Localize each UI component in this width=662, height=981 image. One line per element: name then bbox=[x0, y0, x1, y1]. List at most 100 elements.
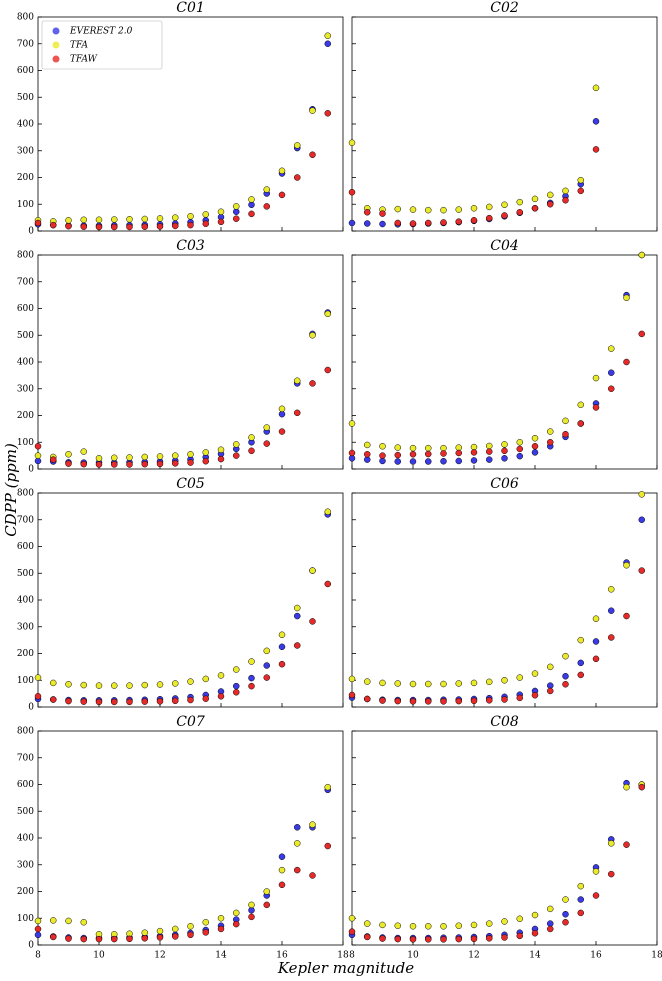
binned-point bbox=[547, 191, 554, 199]
binned-point bbox=[172, 214, 179, 221]
binned-point bbox=[547, 663, 554, 671]
y-tick-label: 100 bbox=[17, 676, 34, 686]
binned-point bbox=[34, 219, 42, 227]
binned-point bbox=[501, 447, 508, 455]
y-tick-label: 800 bbox=[17, 13, 34, 23]
binned-point bbox=[141, 935, 148, 942]
binned-point bbox=[278, 405, 286, 413]
legend-box bbox=[41, 20, 163, 70]
y-tick-label: 200 bbox=[17, 887, 34, 897]
binned-point bbox=[34, 931, 42, 939]
binned-point bbox=[141, 223, 148, 230]
binned-point bbox=[486, 214, 493, 222]
binned-point bbox=[425, 219, 432, 227]
binned-point bbox=[111, 461, 118, 468]
binned-point bbox=[172, 933, 179, 940]
binned-point bbox=[608, 840, 615, 847]
binned-point bbox=[156, 934, 164, 941]
binned-point bbox=[294, 377, 301, 384]
binned-point bbox=[156, 453, 164, 460]
binned-point bbox=[409, 451, 417, 458]
binned-point bbox=[65, 917, 72, 925]
binned-point bbox=[202, 449, 209, 456]
binned-point bbox=[638, 251, 645, 259]
binned-point bbox=[65, 460, 72, 467]
y-tick-label: 500 bbox=[17, 807, 34, 817]
binned-point bbox=[608, 345, 615, 352]
binned-point bbox=[217, 208, 225, 215]
binned-point bbox=[379, 679, 386, 687]
y-tick-label: 600 bbox=[17, 542, 34, 552]
binned-point bbox=[455, 922, 462, 929]
binned-point bbox=[364, 209, 371, 216]
binned-point bbox=[547, 428, 554, 435]
binned-point bbox=[202, 695, 209, 702]
binned-point bbox=[608, 369, 615, 376]
binned-point bbox=[379, 210, 386, 217]
binned-point bbox=[80, 681, 87, 689]
binned-point bbox=[111, 454, 118, 462]
binned-point bbox=[516, 452, 523, 460]
binned-point bbox=[470, 449, 478, 456]
binned-point bbox=[455, 457, 462, 465]
binned-point bbox=[187, 221, 194, 229]
binned-point bbox=[187, 931, 194, 939]
binned-point bbox=[455, 218, 462, 225]
y-tick-label: 800 bbox=[17, 727, 34, 737]
binned-point bbox=[638, 567, 645, 574]
binned-point bbox=[608, 385, 615, 392]
binned-point bbox=[364, 933, 371, 941]
binned-point bbox=[141, 929, 148, 936]
binned-point bbox=[278, 853, 286, 860]
binned-point bbox=[486, 678, 493, 686]
binned-point bbox=[141, 453, 148, 461]
x-tick-label: 10 bbox=[407, 951, 419, 961]
binned-point bbox=[470, 205, 478, 212]
binned-point bbox=[470, 935, 478, 943]
y-tick-label: 400 bbox=[17, 596, 34, 606]
binned-point bbox=[440, 698, 447, 705]
binned-point bbox=[217, 672, 225, 679]
binned-point bbox=[217, 925, 225, 933]
y-tick-label: 300 bbox=[17, 860, 34, 870]
legend-marker bbox=[52, 55, 60, 63]
binned-point bbox=[187, 459, 194, 466]
y-tick-label: 100 bbox=[17, 200, 34, 210]
binned-point bbox=[141, 681, 148, 689]
binned-point bbox=[233, 666, 240, 673]
binned-point bbox=[623, 561, 630, 569]
binned-point bbox=[294, 612, 301, 620]
binned-point bbox=[440, 219, 447, 226]
binned-point bbox=[394, 922, 401, 929]
binned-point bbox=[348, 691, 356, 699]
binned-point bbox=[562, 196, 569, 204]
binned-point bbox=[547, 925, 554, 933]
binned-point bbox=[409, 698, 417, 705]
binned-point bbox=[248, 682, 255, 690]
y-tick-label: 0 bbox=[28, 941, 34, 951]
plot-area bbox=[351, 730, 658, 946]
binned-point bbox=[562, 910, 569, 918]
y-tick-label: 700 bbox=[17, 515, 34, 525]
binned-point bbox=[95, 461, 103, 468]
binned-point bbox=[409, 680, 417, 688]
panel-title: C07 bbox=[176, 714, 205, 730]
panel-title: C02 bbox=[490, 0, 519, 16]
binned-point bbox=[348, 188, 356, 196]
binned-point bbox=[440, 457, 447, 465]
binned-point bbox=[324, 783, 331, 791]
binned-point bbox=[455, 680, 462, 687]
binned-point bbox=[623, 783, 630, 791]
binned-point bbox=[126, 698, 133, 706]
binned-point bbox=[278, 191, 286, 199]
plot-area bbox=[37, 492, 344, 708]
binned-point bbox=[172, 680, 179, 687]
binned-point bbox=[65, 935, 72, 942]
binned-point bbox=[608, 870, 615, 878]
binned-point bbox=[111, 223, 118, 231]
binned-point bbox=[608, 607, 615, 614]
binned-point bbox=[217, 455, 225, 463]
y-tick-label: 700 bbox=[17, 277, 34, 287]
binned-point bbox=[294, 142, 301, 149]
